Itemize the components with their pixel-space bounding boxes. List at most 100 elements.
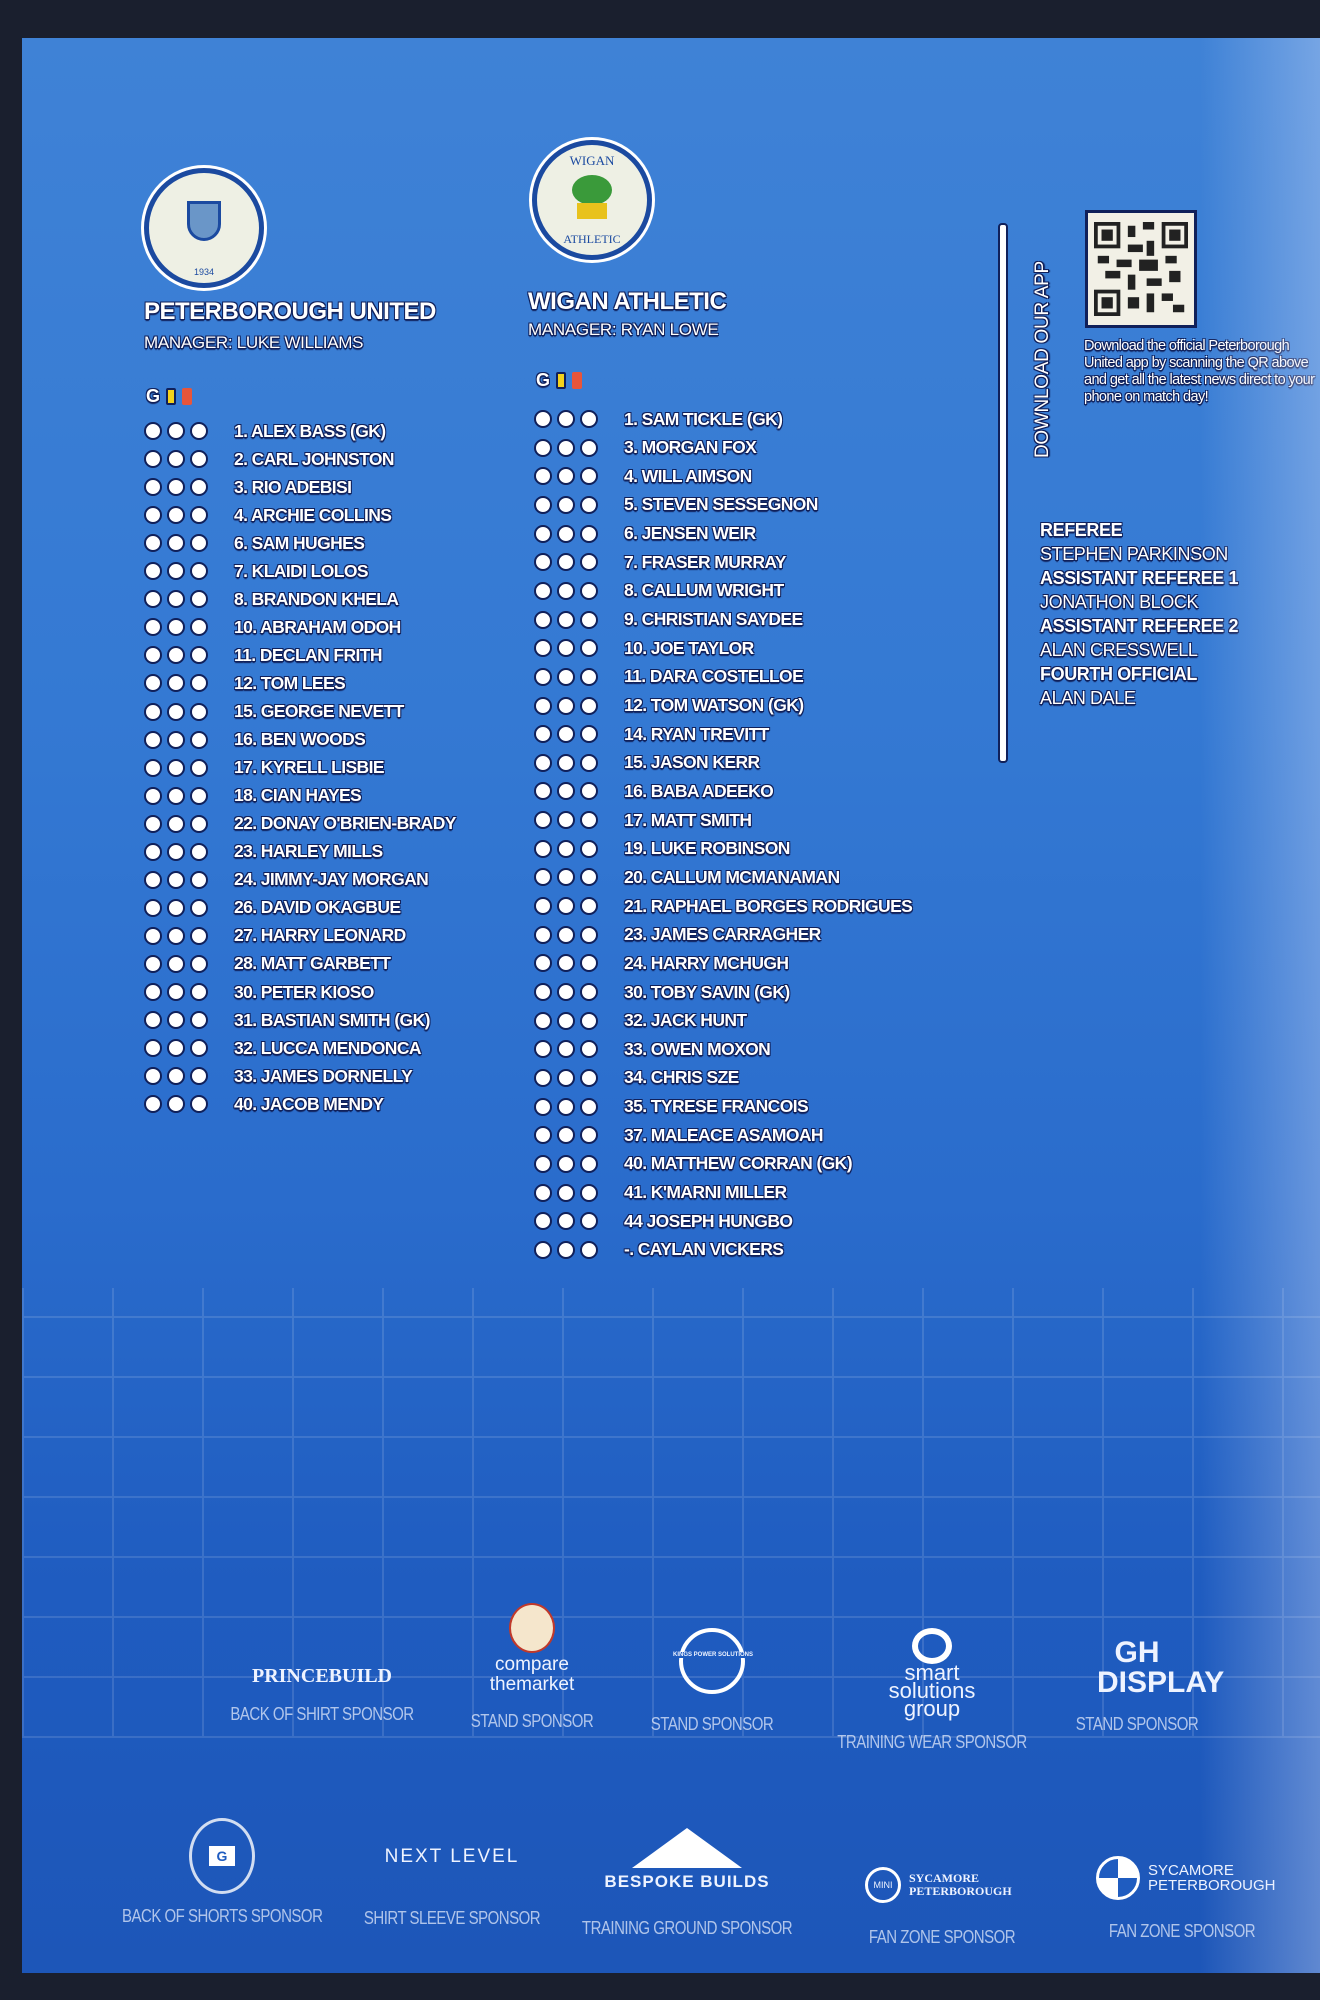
- player-name: -. CAYLAN VICKERS: [624, 1239, 784, 1260]
- player-name: 1. SAM TICKLE (GK): [624, 408, 783, 429]
- player-name: 2. CARL JOHNSTON: [234, 448, 395, 469]
- qr-code[interactable]: [1085, 210, 1197, 328]
- sponsor-label: SHIRT SLEEVE SPONSOR: [363, 1908, 541, 1929]
- player-name: 19. LUKE ROBINSON: [624, 838, 790, 859]
- red-card-circle-icon: [580, 1154, 598, 1173]
- sponsor-logo: KINGS POWER SOLUTIONS: [673, 1652, 754, 1658]
- yellow-card-icon: [166, 388, 177, 405]
- goal-circle-icon: [144, 646, 162, 665]
- sponsor-label: STAND SPONSOR: [650, 1714, 774, 1735]
- stat-circles: [144, 646, 234, 665]
- player-name: 18. CIAN HAYES: [234, 785, 362, 806]
- player-name: 16. BABA ADEEKO: [624, 780, 774, 801]
- player-name: 26. DAVID OKAGBUE: [234, 897, 401, 918]
- player-name: 32. LUCCA MENDONCA: [234, 1037, 422, 1058]
- goal-circle-icon: [144, 450, 162, 469]
- red-card-circle-icon: [580, 839, 598, 858]
- yellow-card-circle-icon: [557, 868, 575, 887]
- yellow-card-circle-icon: [167, 758, 185, 777]
- player-row: 28. MATT GARBETT: [144, 951, 391, 977]
- red-card-circle-icon: [580, 696, 598, 715]
- download-app-heading: DOWNLOAD OUR APP: [1032, 261, 1053, 458]
- sponsor-label: TRAINING WEAR SPONSOR: [837, 1732, 1027, 1753]
- player-name: 10. ABRAHAM ODOH: [234, 616, 401, 637]
- red-card-circle-icon: [190, 702, 208, 721]
- red-card-circle-icon: [190, 1039, 208, 1058]
- player-name: 8. CALLUM WRIGHT: [624, 580, 784, 601]
- player-row: 33. JAMES DORNELLY: [144, 1063, 413, 1089]
- yellow-card-circle-icon: [557, 782, 575, 801]
- official-role: ASSISTANT REFEREE 1: [1040, 568, 1239, 588]
- yellow-card-circle-icon: [167, 1011, 185, 1030]
- player-row: 4. ARCHIE COLLINS: [144, 502, 392, 528]
- player-row: 12. TOM WATSON (GK): [534, 693, 804, 719]
- yellow-card-icon: [556, 372, 567, 389]
- goal-circle-icon: [534, 610, 552, 629]
- player-row: 16. BABA ADEEKO: [534, 778, 774, 804]
- stat-circles: [534, 954, 624, 973]
- player-row: 3. RIO ADEBISI: [144, 474, 352, 500]
- goal-legend: G: [146, 386, 161, 406]
- stat-circles: [534, 438, 624, 457]
- player-name: 12. TOM WATSON (GK): [624, 695, 804, 715]
- sponsor-logo: SYCAMORE PETERBOROUGH: [909, 1871, 1012, 1898]
- player-row: 17. KYRELL LISBIE: [144, 755, 385, 781]
- stat-circles: [534, 667, 624, 686]
- yellow-card-circle-icon: [167, 1039, 185, 1058]
- stat-circles: [534, 1011, 624, 1030]
- player-row: 41. K'MARNI MILLER: [534, 1180, 787, 1206]
- goal-circle-icon: [534, 782, 552, 801]
- red-card-circle-icon: [580, 438, 598, 457]
- stat-circles: [534, 753, 624, 772]
- red-card-circle-icon: [580, 667, 598, 686]
- player-row: -. CAYLAN VICKERS: [534, 1237, 784, 1263]
- stat-circles: [144, 450, 234, 469]
- official-name: ALAN DALE: [1040, 688, 1136, 708]
- stat-circles: [534, 811, 624, 830]
- goal-circle-icon: [144, 814, 162, 833]
- stat-circles: [534, 1126, 624, 1145]
- yellow-card-circle-icon: [167, 618, 185, 637]
- bmw-logo-icon: [1096, 1856, 1140, 1900]
- sponsor-next-level: NEXT LEVEL SHIRT SLEEVE SPONSOR: [352, 1846, 552, 1929]
- yellow-card-circle-icon: [167, 674, 185, 693]
- player-name: 4. ARCHIE COLLINS: [234, 504, 392, 525]
- stat-circles: [534, 639, 624, 658]
- red-card-circle-icon: [580, 725, 598, 744]
- player-name: 17. KYRELL LISBIE: [234, 757, 385, 778]
- sponsor-back-of-shorts: G BACK OF SHORTS SPONSOR: [122, 1818, 323, 1927]
- stat-circles: [144, 954, 234, 973]
- stat-circles: [534, 1068, 624, 1087]
- player-row: 7. KLAIDI LOLOS: [144, 558, 369, 584]
- red-card-circle-icon: [580, 925, 598, 944]
- player-row: 21. RAPHAEL BORGES RODRIGUES: [534, 893, 913, 919]
- player-row: 6. SAM HUGHES: [144, 530, 365, 556]
- house-roof-icon: [632, 1828, 742, 1868]
- stat-circles: [534, 1183, 624, 1202]
- column-divider: [998, 223, 1008, 763]
- player-row: 35. TYRESE FRANCOIS: [534, 1094, 809, 1120]
- red-card-icon: [182, 388, 193, 405]
- goal-circle-icon: [534, 1126, 552, 1145]
- yellow-card-circle-icon: [557, 1068, 575, 1087]
- stat-circles: [144, 1095, 234, 1114]
- yellow-card-circle-icon: [167, 590, 185, 609]
- stat-circles: [144, 506, 234, 525]
- stat-circles: [534, 782, 624, 801]
- player-name: 30. PETER KIOSO: [234, 981, 374, 1002]
- red-card-circle-icon: [580, 782, 598, 801]
- red-card-circle-icon: [580, 610, 598, 629]
- stat-circles: [144, 422, 234, 440]
- red-card-circle-icon: [580, 524, 598, 543]
- yellow-card-circle-icon: [557, 410, 575, 428]
- stat-circles: [534, 983, 624, 1001]
- red-card-circle-icon: [580, 868, 598, 887]
- goal-circle-icon: [534, 467, 552, 486]
- goal-circle-icon: [534, 438, 552, 457]
- player-name: 40. JACOB MENDY: [234, 1093, 384, 1114]
- goal-circle-icon: [534, 696, 552, 715]
- player-row: 16. BEN WOODS: [144, 727, 366, 753]
- yellow-card-circle-icon: [557, 1097, 575, 1116]
- stat-circles: [534, 868, 624, 887]
- red-card-circle-icon: [190, 618, 208, 637]
